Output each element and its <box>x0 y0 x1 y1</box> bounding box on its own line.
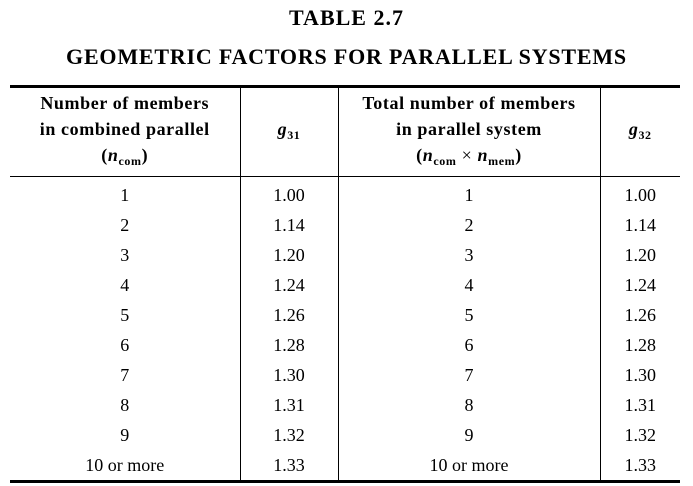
cell-g31: 1.24 <box>239 270 338 300</box>
cell-n-total: 5 <box>337 300 600 330</box>
cell-n-com: 3 <box>120 244 130 265</box>
table-row: 8 1.31 8 1.31 <box>10 390 680 420</box>
table-row: 4 1.24 4 1.24 <box>10 270 680 300</box>
cell-g31: 1.14 <box>239 210 338 240</box>
cell-g32: 1.14 <box>599 210 680 240</box>
cell-g32: 1.31 <box>599 390 680 420</box>
cell-g32: 1.24 <box>599 270 680 300</box>
n-com-symbol: n <box>422 145 434 165</box>
header-n-total: Total number of members in parallel syst… <box>337 86 600 177</box>
table-row: 7 1.30 7 1.30 <box>10 360 680 390</box>
cell-g32: 1.00 <box>599 176 680 210</box>
times-symbol: × <box>461 145 473 165</box>
table-row: 10 or more 1.33 10 or more 1.33 <box>10 450 680 482</box>
cell-n-total: 9 <box>337 420 600 450</box>
cell-g32: 1.28 <box>599 330 680 360</box>
geometric-factors-table: Number of members in combined parallel (… <box>10 85 680 483</box>
table-row: 9 1.32 9 1.32 <box>10 420 680 450</box>
cell-g31: 1.28 <box>239 330 338 360</box>
n-symbol: n <box>107 145 119 165</box>
table-row: 6 1.28 6 1.28 <box>10 330 680 360</box>
cell-g32: 1.32 <box>599 420 680 450</box>
cell-g31: 1.00 <box>239 176 338 210</box>
cell-g32: 1.33 <box>599 450 680 482</box>
header-g31: g31 <box>239 86 338 177</box>
cell-n-total: 4 <box>337 270 600 300</box>
cell-n-com: 7 <box>120 364 130 385</box>
header-n-total-symbol: (ncom × nmem) <box>416 145 522 168</box>
cell-g31: 1.20 <box>239 240 338 270</box>
cell-n-total: 6 <box>337 330 600 360</box>
table-row: 5 1.26 5 1.26 <box>10 300 680 330</box>
cell-g32: 1.20 <box>599 240 680 270</box>
g32-subscript: 32 <box>638 128 652 142</box>
cell-g31: 1.33 <box>239 450 338 482</box>
cell-n-com: 8 <box>120 394 130 415</box>
com-subscript: com <box>118 154 142 168</box>
header-row: Number of members in combined parallel (… <box>10 86 680 177</box>
cell-n-total: 10 or more <box>337 450 600 482</box>
cell-n-total: 1 <box>337 176 600 210</box>
header-n-com: Number of members in combined parallel (… <box>10 87 240 177</box>
n-mem-symbol: n <box>477 145 489 165</box>
g-symbol: g <box>277 119 288 139</box>
table-row: 2 1.14 2 1.14 <box>10 210 680 240</box>
header-n-com-symbol: (ncom) <box>101 145 149 168</box>
header-n-total-line1: Total number of members <box>362 93 576 113</box>
cell-n-com: 10 or more <box>85 454 165 475</box>
table-row: 1 1.00 1 1.00 <box>10 176 680 210</box>
cell-g32: 1.30 <box>599 360 680 390</box>
table-number: TABLE 2.7 <box>289 5 404 30</box>
table-title: GEOMETRIC FACTORS FOR PARALLEL SYSTEMS <box>66 44 627 69</box>
header-g32: g32 <box>599 86 680 177</box>
cell-n-com: 2 <box>120 214 130 235</box>
cell-n-com: 4 <box>120 274 130 295</box>
cell-g31: 1.32 <box>239 420 338 450</box>
cell-g31: 1.31 <box>239 390 338 420</box>
cell-n-com: 6 <box>120 334 130 355</box>
header-n-com-line1: Number of members <box>40 93 210 113</box>
cell-g31: 1.30 <box>239 360 338 390</box>
cell-n-com: 5 <box>120 304 130 325</box>
cell-n-com: 9 <box>120 424 130 445</box>
g31-subscript: 31 <box>287 128 301 142</box>
cell-g31: 1.26 <box>239 300 338 330</box>
cell-n-total: 7 <box>337 360 600 390</box>
table-row: 3 1.20 3 1.20 <box>10 240 680 270</box>
cell-n-total: 8 <box>337 390 600 420</box>
header-n-total-line2: in parallel system <box>396 119 542 139</box>
cell-g32: 1.26 <box>599 300 680 330</box>
cell-n-total: 2 <box>337 210 600 240</box>
header-n-com-line2: in combined parallel <box>39 119 210 139</box>
cell-n-total: 3 <box>337 240 600 270</box>
cell-n-com: 1 <box>120 184 130 205</box>
com-subscript: com <box>433 154 457 168</box>
g-symbol: g <box>628 119 639 139</box>
mem-subscript: mem <box>488 154 516 168</box>
